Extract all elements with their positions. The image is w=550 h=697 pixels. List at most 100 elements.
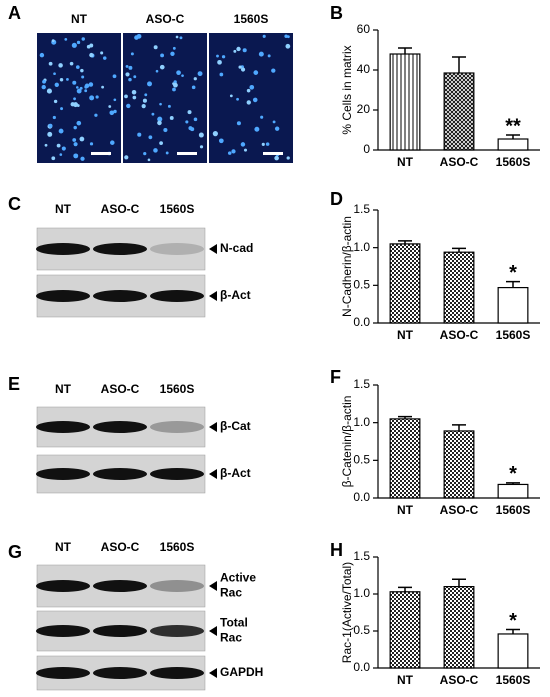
nucleus [236,46,241,52]
nucleus [58,128,64,134]
nucleus [130,52,134,56]
nucleus [44,143,48,147]
blot-band [93,290,147,302]
nucleus [56,143,61,148]
y-tick-label: 1.0 [353,586,370,600]
error-bar [506,134,520,139]
panel-label: C [8,194,21,214]
blot-label: Total [220,616,248,630]
nucleus [272,120,276,124]
nucleus [155,69,159,73]
blot-band [150,580,204,592]
nucleus [109,110,115,116]
bar [443,251,475,324]
nucleus [249,84,255,90]
nucleus [66,78,69,81]
nucleus [101,85,105,89]
nucleus [51,156,56,161]
nucleus [51,39,55,43]
nucleus [94,113,98,117]
nucleus [258,51,264,57]
nucleus [64,38,68,41]
nucleus [133,75,137,79]
nucleus [252,97,258,103]
y-tick-label: 0 [363,142,370,156]
y-tick-label: 40 [357,62,371,76]
panel-label: F [330,367,341,387]
lane-label: NT [55,540,72,554]
nucleus [132,95,137,100]
nucleus [236,97,239,101]
blot-band [93,580,147,592]
bar [443,72,475,151]
nucleus [72,138,77,142]
nucleus [143,152,147,156]
x-tick-label: ASO-C [440,328,479,342]
y-tick-label: 1.0 [353,415,370,429]
nucleus [212,131,218,137]
error-bar [398,586,412,592]
nucleus [126,103,131,109]
nucleus [137,132,142,137]
nucleus [285,43,291,49]
nucleus [246,88,251,93]
blot-band [150,468,204,480]
blot-band [36,625,90,637]
lane-label: NT [55,382,72,396]
nucleus [124,155,129,160]
blot-band [93,421,147,433]
y-tick-label: 20 [357,102,371,116]
blot-band [93,667,147,679]
nucleus [100,51,104,55]
nucleus [221,55,226,59]
blot-band [36,421,90,433]
nucleus [59,153,63,156]
y-axis-title: β-Catenin/β-actin [340,396,354,488]
nucleus [219,72,224,77]
nucleus [261,142,265,146]
nucleus [286,156,290,160]
nucleus [253,70,259,75]
blot-band [36,468,90,480]
scale-bar [91,152,111,155]
nucleus [79,136,85,142]
error-bar [452,578,466,587]
nucleus [52,115,56,120]
nucleus [172,46,176,50]
y-tick-label: 1.0 [353,240,370,254]
nucleus [190,127,195,132]
pointer-arrow [209,244,217,254]
image-label: NT [71,12,88,26]
nucleus [48,61,53,66]
nucleus [131,89,137,95]
nucleus [181,74,184,78]
nucleus [170,51,175,56]
blot-band [150,625,204,637]
nucleus [151,112,155,116]
nucleus [73,153,79,159]
nucleus [75,86,79,89]
image-label: 1560S [234,12,269,26]
blot-label: Rac [220,586,242,600]
nucleus [153,45,158,50]
nucleus [58,63,63,68]
nucleus [73,97,76,101]
nucleus [73,102,79,108]
significance-mark: ** [505,115,521,137]
pointer-arrow [209,469,217,479]
nucleus [128,77,132,82]
nucleus [217,59,222,65]
nucleus [172,87,176,92]
nucleus [134,35,139,40]
bar [389,591,421,669]
blot-label: β-Cat [220,419,251,433]
blot-band [36,667,90,679]
y-tick-label: 0.0 [353,490,370,504]
error-bar [452,424,466,431]
nucleus [238,65,242,69]
nucleus [165,151,169,155]
bar [497,483,529,499]
nucleus [42,79,46,84]
nucleus [173,82,178,88]
